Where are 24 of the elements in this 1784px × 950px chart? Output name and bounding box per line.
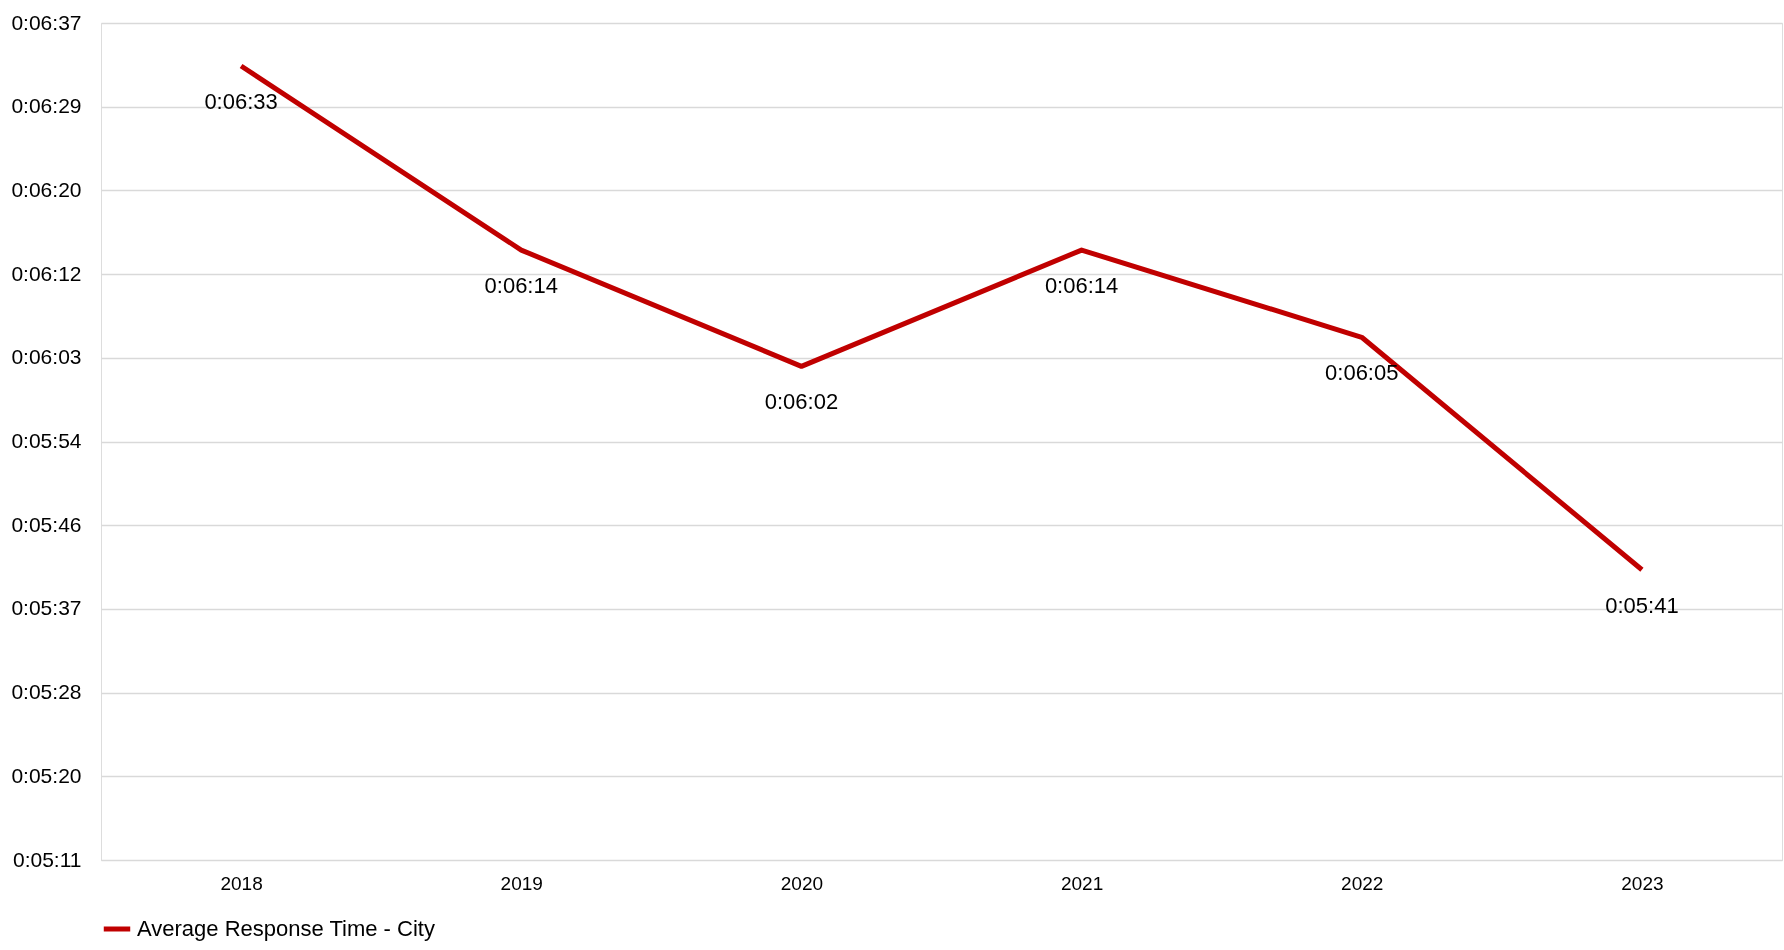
y-tick-label: 0:05:28 [11,680,82,704]
y-tick-label: 0:06:03 [11,345,82,369]
x-tick-label: 2018 [220,872,263,894]
y-tick-label: 0:05:20 [11,763,82,787]
y-tick-label: 0:05:54 [11,429,82,452]
x-tick-label: 2019 [500,872,543,894]
data-label: 0:06:14 [1044,273,1119,299]
data-label: 0:06:05 [1325,360,1399,386]
y-tick-label: 0:06:20 [11,177,82,201]
data-label: 0:06:33 [204,89,278,115]
x-tick-label: 2023 [1621,872,1664,894]
x-tick-label: 2021 [1060,872,1104,894]
y-tick-label: 0:05:11 [12,847,82,871]
y-tick-label: 0:05:37 [11,596,82,620]
x-tick-label: 2020 [780,872,824,894]
data-label: 0:06:02 [764,389,839,415]
y-tick-label: 0:05:46 [11,512,82,536]
y-tick-label: 0:06:37 [11,10,82,34]
x-tick-label: 2022 [1341,872,1384,894]
data-label: 0:05:41 [1605,592,1679,618]
data-label: 0:06:14 [484,273,558,299]
legend-label: Average Response Time - City [137,916,435,941]
y-tick-label: 0:06:12 [11,261,82,285]
y-tick-label: 0:06:29 [11,94,82,118]
